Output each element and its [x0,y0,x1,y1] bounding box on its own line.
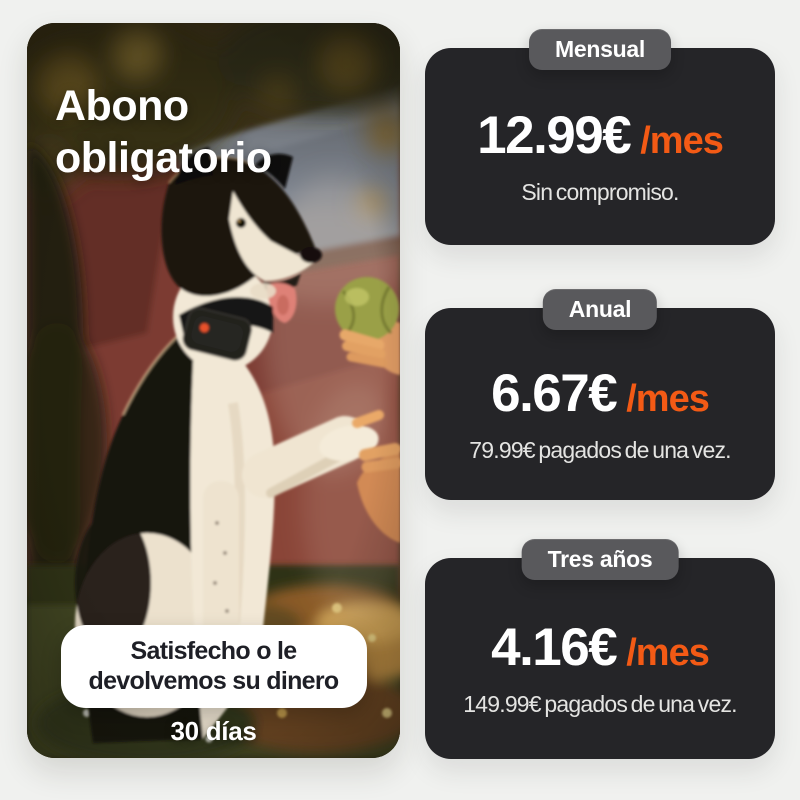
plan-period: /mes [626,632,710,674]
guarantee-duration-label: 30 días [170,716,257,746]
plan-price: 6.67€ [491,363,618,423]
plan-body: 4.16€ /mes 149.99€ pagados de una vez. [425,558,775,759]
plan-badge-mensual: Mensual [529,29,671,70]
plan-note: Sin compromiso. [521,179,679,205]
page-title-line1: Abono [55,81,189,130]
price-row: 4.16€ /mes [491,617,710,678]
plan-period: /mes [626,377,710,420]
price-row: 12.99€ /mes [477,105,724,166]
plan-badge-tres-anos: Tres años [521,539,679,580]
page-title-line2: obligatorio [55,133,272,182]
plan-price: 4.16€ [491,618,618,677]
plan-note: 79.99€ pagados de una vez. [469,436,731,463]
plan-body: 6.67€ /mes 79.99€ pagados de una vez. [425,308,775,500]
plan-badge-anual: Anual [542,289,658,330]
plan-card-tres-anos[interactable]: Tres años 4.16€ /mes 149.99€ pagados de … [425,539,775,759]
plan-note: 149.99€ pagados de una vez. [463,691,737,717]
plan-price: 12.99€ [477,106,632,165]
subscription-photo-card: Abono obligatorio Satisfecho o le devolv… [27,23,400,758]
page-title: Abono obligatorio [55,80,272,184]
price-row: 6.67€ /mes [491,363,710,424]
plan-period: /mes [640,120,724,162]
plan-card-anual[interactable]: Anual 6.67€ /mes 79.99€ pagados de una v… [425,289,775,500]
money-back-guarantee-badge: Satisfecho o le devolvemos su dinero [60,625,367,708]
plan-body: 12.99€ /mes Sin compromiso. [425,48,775,245]
plan-card-mensual[interactable]: Mensual 12.99€ /mes Sin compromiso. [425,29,775,245]
